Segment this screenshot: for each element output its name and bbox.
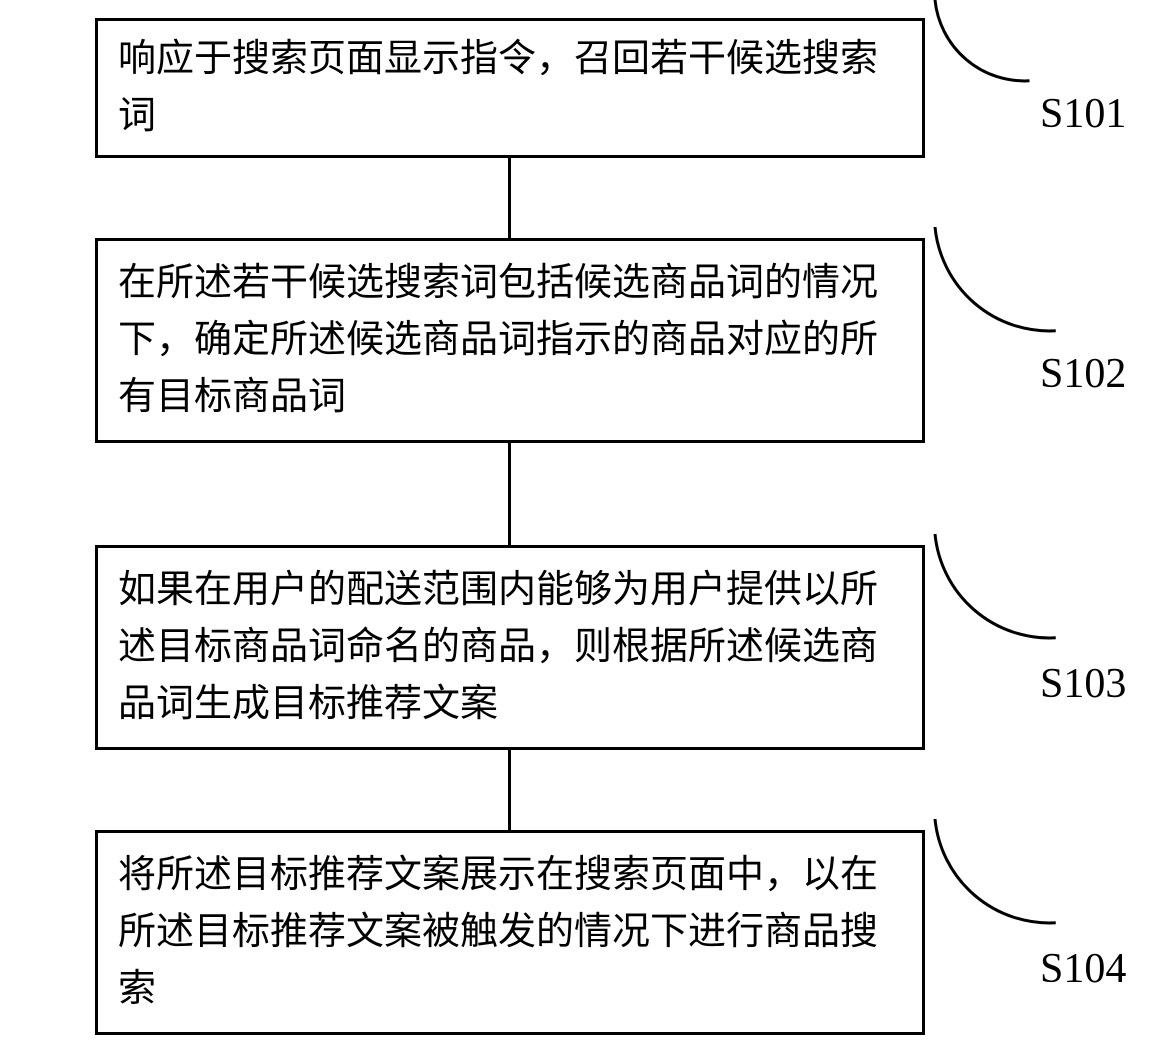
- flow-step-text: 在所述若干候选搜索词包括候选商品词的情况下，确定所述候选商品词指示的商品对应的所…: [118, 255, 902, 426]
- bracket-s103: [930, 527, 1170, 767]
- step-label-s101: S101: [1040, 90, 1126, 138]
- step-label-s104: S104: [1040, 945, 1126, 993]
- connector-s102-s103: [508, 443, 511, 545]
- flow-step-text: 如果在用户的配送范围内能够为用户提供以所述目标商品词命名的商品，则根据所述候选商…: [118, 562, 902, 733]
- connector-s101-s102: [508, 158, 511, 238]
- step-label-s103: S103: [1040, 660, 1126, 708]
- bracket-s104: [930, 812, 1170, 1052]
- step-label-s102: S102: [1040, 350, 1126, 398]
- connector-s103-s104: [508, 750, 511, 830]
- flow-step-s102: 在所述若干候选搜索词包括候选商品词的情况下，确定所述候选商品词指示的商品对应的所…: [95, 238, 925, 443]
- flow-step-s101: 响应于搜索页面显示指令，召回若干候选搜索词: [95, 18, 925, 158]
- flowchart-container: 响应于搜索页面显示指令，召回若干候选搜索词 S101 在所述若干候选搜索词包括候选商…: [0, 0, 1174, 1040]
- bracket-s102: [930, 220, 1170, 460]
- flow-step-text: 将所述目标推荐文案展示在搜索页面中，以在所述目标推荐文案被触发的情况下进行商品搜…: [118, 847, 902, 1018]
- flow-step-text: 响应于搜索页面显示指令，召回若干候选搜索词: [118, 31, 902, 145]
- flow-step-s103: 如果在用户的配送范围内能够为用户提供以所述目标商品词命名的商品，则根据所述候选商…: [95, 545, 925, 750]
- flow-step-s104: 将所述目标推荐文案展示在搜索页面中，以在所述目标推荐文案被触发的情况下进行商品搜…: [95, 830, 925, 1035]
